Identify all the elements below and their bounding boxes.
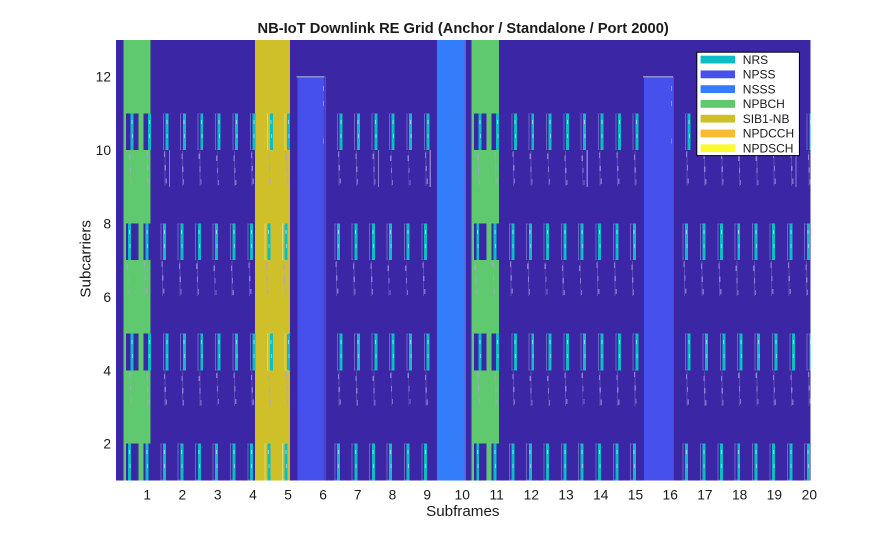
svg-text:2: 2	[103, 437, 111, 452]
svg-text:8: 8	[389, 488, 397, 503]
svg-text:6: 6	[319, 488, 327, 503]
svg-text:5: 5	[284, 488, 292, 503]
svg-text:NRS: NRS	[743, 53, 768, 67]
svg-text:3: 3	[214, 488, 222, 503]
svg-text:SIB1-NB: SIB1-NB	[743, 112, 790, 126]
svg-text:14: 14	[593, 488, 609, 503]
svg-text:13: 13	[558, 488, 574, 503]
svg-text:2: 2	[179, 488, 187, 503]
svg-text:17: 17	[697, 488, 712, 503]
svg-text:16: 16	[663, 488, 679, 503]
svg-text:18: 18	[732, 488, 748, 503]
svg-text:4: 4	[103, 363, 111, 378]
svg-text:Subframes: Subframes	[426, 503, 500, 520]
svg-text:NSSS: NSSS	[743, 82, 776, 96]
svg-text:NPDCCH: NPDCCH	[743, 127, 794, 141]
svg-text:9: 9	[423, 488, 431, 503]
svg-text:6: 6	[103, 290, 111, 305]
svg-text:NPBCH: NPBCH	[743, 97, 785, 111]
svg-text:1: 1	[143, 488, 151, 503]
svg-text:NB-IoT Downlink RE Grid (Ancho: NB-IoT Downlink RE Grid (Anchor / Standa…	[258, 21, 669, 37]
svg-text:4: 4	[249, 488, 257, 503]
svg-text:10: 10	[96, 143, 112, 158]
svg-text:12: 12	[524, 488, 539, 503]
svg-text:11: 11	[489, 488, 503, 503]
svg-text:8: 8	[103, 217, 111, 232]
svg-text:NPSS: NPSS	[743, 68, 776, 82]
svg-text:15: 15	[628, 488, 644, 503]
svg-text:Subcarriers: Subcarriers	[77, 220, 94, 298]
svg-text:12: 12	[96, 70, 111, 85]
svg-text:10: 10	[455, 488, 471, 503]
svg-text:20: 20	[802, 488, 818, 503]
svg-text:NPDSCH: NPDSCH	[743, 142, 794, 156]
svg-text:7: 7	[354, 488, 362, 503]
svg-text:19: 19	[767, 488, 783, 503]
